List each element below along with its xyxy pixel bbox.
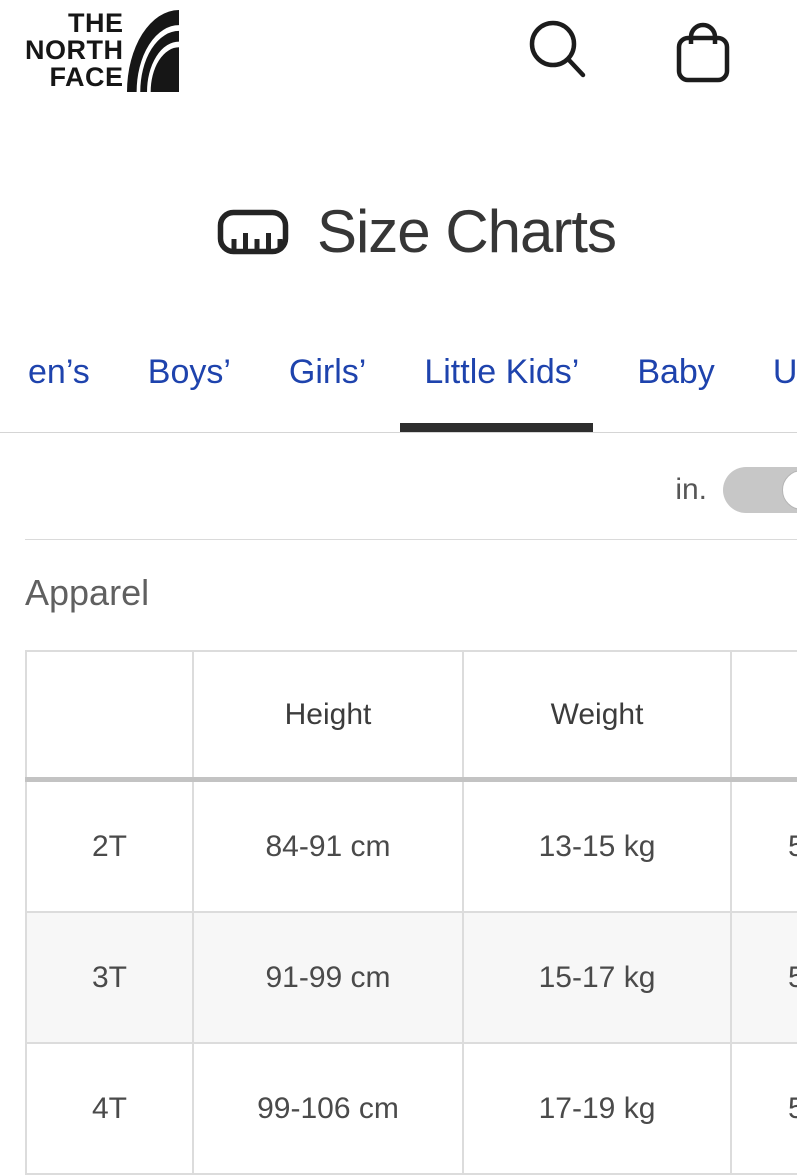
cell-extra: 5 [730, 778, 797, 914]
cell-extra: 5 [730, 1042, 797, 1175]
size-table-container: Height Weight 2T 84-91 cm 13-15 kg 5 3T … [25, 650, 797, 1175]
column-header-size [25, 650, 194, 783]
search-button[interactable] [527, 18, 587, 85]
tab-unisex[interactable]: Un [767, 352, 797, 432]
cell-size: 4T [25, 1042, 194, 1175]
north-face-logo[interactable]: THE NORTH FACE [25, 8, 179, 92]
logo-wordmark: THE NORTH FACE [25, 8, 124, 92]
cell-extra: 5 [730, 911, 797, 1045]
unit-toggle-row: in. [25, 433, 797, 541]
tab-girls[interactable]: Girls’ [283, 352, 372, 432]
apparel-size-table: Height Weight 2T 84-91 cm 13-15 kg 5 3T … [25, 650, 797, 1175]
cell-size: 3T [25, 911, 194, 1045]
cell-size: 2T [25, 778, 194, 914]
cell-height: 91-99 cm [192, 911, 464, 1045]
toggle-knob-icon [782, 470, 797, 511]
column-header-extra [730, 650, 797, 783]
cell-height: 99-106 cm [192, 1042, 464, 1175]
cell-height: 84-91 cm [192, 778, 464, 914]
tab-little-kids[interactable]: Little Kids’ [400, 352, 594, 433]
table-row: 4T 99-106 cm 17-19 kg 5 [25, 1042, 797, 1175]
search-icon [529, 20, 586, 78]
half-dome-icon [126, 10, 179, 92]
site-header: THE NORTH FACE [0, 0, 797, 110]
ruler-icon [217, 209, 289, 255]
logo-line: NORTH [25, 34, 124, 65]
table-row: 3T 91-99 cm 15-17 kg 5 [25, 911, 797, 1045]
table-row: 2T 84-91 cm 13-15 kg 5 [25, 778, 797, 914]
logo-line: THE [68, 7, 124, 38]
logo-line: FACE [49, 61, 124, 92]
tab-baby[interactable]: Baby [631, 352, 721, 432]
column-header-weight: Weight [462, 650, 732, 783]
column-header-height: Height [192, 650, 464, 783]
unit-toggle-switch[interactable] [723, 467, 797, 514]
cell-weight: 15-17 kg [462, 911, 732, 1045]
cell-weight: 17-19 kg [462, 1042, 732, 1175]
cart-button[interactable] [672, 18, 734, 87]
tab-mens[interactable]: en’s [22, 352, 96, 432]
tab-boys[interactable]: Boys’ [142, 352, 237, 432]
page-title-row: Size Charts [18, 162, 797, 302]
section-heading: Apparel [25, 572, 150, 614]
category-tabs: en’s Boys’ Girls’ Little Kids’ Baby Un [0, 352, 797, 434]
shopping-bag-icon [676, 22, 730, 83]
unit-label: in. [675, 473, 707, 507]
page-title: Size Charts [316, 198, 617, 266]
table-header-row: Height Weight [25, 650, 797, 783]
cell-weight: 13-15 kg [462, 778, 732, 914]
